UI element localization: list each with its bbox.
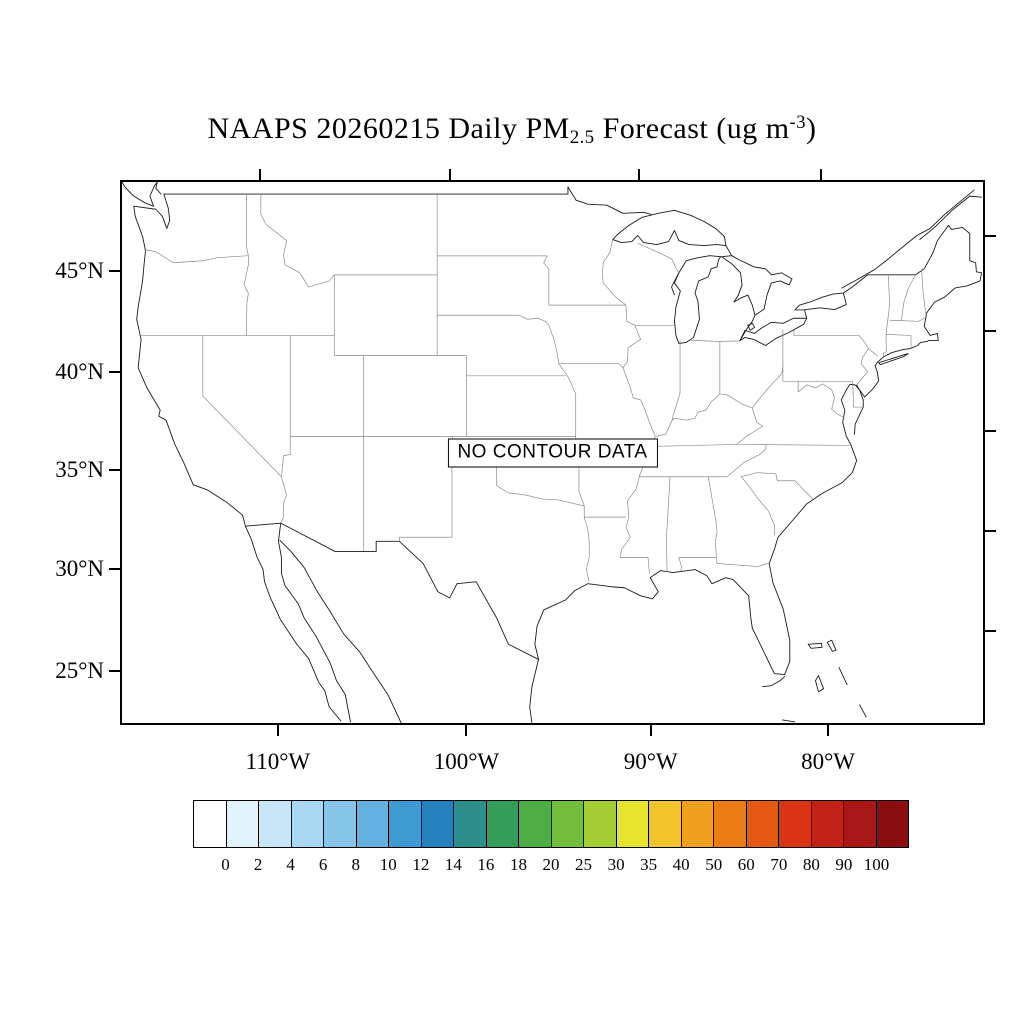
colorbar-cell bbox=[389, 801, 422, 847]
right-tick-mark bbox=[983, 329, 996, 332]
colorbar-tick-label: 20 bbox=[542, 855, 560, 874]
colorbar-tick-label: 80 bbox=[802, 855, 820, 874]
colorbar-cell bbox=[454, 801, 487, 847]
title-text: NAAPS 20260215 Daily PM bbox=[207, 112, 570, 146]
colorbar-cell bbox=[714, 801, 747, 847]
lat-tick-mark bbox=[109, 270, 122, 273]
coastline-and-borders bbox=[122, 182, 982, 723]
colorbar-cell bbox=[844, 801, 877, 847]
colorbar-cell bbox=[324, 801, 357, 847]
lat-tick-mark bbox=[109, 669, 122, 672]
colorbar-tick-label: 25 bbox=[575, 855, 593, 874]
colorbar-tick-label: 10 bbox=[379, 855, 397, 874]
lat-axis-label: 40°N bbox=[55, 359, 104, 385]
title-suffix: ) bbox=[806, 112, 817, 146]
colorbar-tick-label: 50 bbox=[705, 855, 723, 874]
colorbar-cell bbox=[811, 801, 844, 847]
colorbar-cell bbox=[584, 801, 617, 847]
great-lakes bbox=[613, 210, 847, 345]
lon-tick-mark bbox=[465, 723, 468, 736]
lon-axis-label: 100°W bbox=[433, 749, 500, 774]
lon-tick-mark bbox=[827, 723, 830, 736]
lat-tick-mark bbox=[109, 371, 122, 374]
colorbar-tick-label: 18 bbox=[509, 855, 527, 874]
right-tick-mark bbox=[983, 630, 996, 633]
top-tick-mark bbox=[258, 169, 261, 182]
colorbar-tick-label: 2 bbox=[253, 855, 263, 874]
lat-tick-mark bbox=[109, 568, 122, 571]
colorbar-cell bbox=[746, 801, 779, 847]
colorbar-tick-label: 100 bbox=[863, 855, 890, 874]
colorbar-cell bbox=[681, 801, 714, 847]
no-contour-data-box: NO CONTOUR DATA bbox=[447, 438, 658, 467]
colorbar-tick-label: 70 bbox=[770, 855, 788, 874]
colorbar-cell bbox=[779, 801, 812, 847]
lon-axis-label: 90°W bbox=[623, 749, 678, 774]
colorbar-tick-label: 16 bbox=[477, 855, 495, 874]
lat-axis-label: 25°N bbox=[55, 657, 104, 683]
top-tick-mark bbox=[820, 169, 823, 182]
title-superscript: -3 bbox=[789, 112, 807, 133]
colorbar-cell bbox=[194, 801, 227, 847]
colorbar-tick-label: 60 bbox=[737, 855, 755, 874]
top-tick-mark bbox=[449, 169, 452, 182]
colorbar-tick-label: 6 bbox=[318, 855, 328, 874]
colorbar-tick-label: 0 bbox=[221, 855, 230, 874]
colorbar-labels: 0 2 4 6 8 10 12 14 16 18 20 25 30 35 40 50 60 70 80 90 100 bbox=[193, 855, 909, 877]
colorbar-tick-label: 4 bbox=[286, 855, 295, 874]
colorbar-cell bbox=[486, 801, 519, 847]
map-frame: NO CONTOUR DATA 45°N 40°N 35°N 30°N 25°N 110°… bbox=[55, 169, 996, 774]
colorbar-cell bbox=[356, 801, 389, 847]
colorbar-tick-label: 90 bbox=[835, 855, 853, 874]
right-tick-mark bbox=[983, 529, 996, 532]
lat-tick-mark bbox=[109, 468, 122, 471]
lat-axis-label: 45°N bbox=[55, 258, 104, 284]
colorbar-cell bbox=[551, 801, 584, 847]
colorbar-tick-label: 35 bbox=[640, 855, 658, 874]
colorbar-cell bbox=[226, 801, 259, 847]
colorbar-cells bbox=[193, 800, 909, 848]
plot-title: NAAPS 20260215 Daily PM2.5 Forecast (ug … bbox=[0, 112, 1024, 149]
colorbar: 0 2 4 6 8 10 12 14 16 18 20 25 30 35 40 50 60 70 80 90 100 bbox=[193, 800, 909, 877]
colorbar-cell bbox=[259, 801, 292, 847]
colorbar-cell bbox=[519, 801, 552, 847]
colorbar-cell bbox=[616, 801, 649, 847]
title-middle: Forecast (ug m bbox=[594, 112, 790, 146]
lon-tick-mark bbox=[649, 723, 652, 736]
colorbar-tick-label: 8 bbox=[351, 855, 360, 874]
right-tick-mark bbox=[983, 429, 996, 432]
top-tick-mark bbox=[638, 169, 641, 182]
title-subscript: 2.5 bbox=[569, 126, 595, 148]
lat-axis-label: 35°N bbox=[55, 456, 104, 482]
lon-axis-label: 80°W bbox=[801, 749, 855, 774]
colorbar-tick-label: 12 bbox=[412, 855, 430, 874]
colorbar-cell bbox=[291, 801, 324, 847]
lon-tick-mark bbox=[276, 723, 279, 736]
lon-axis-label: 110°W bbox=[245, 749, 311, 774]
colorbar-cell bbox=[876, 801, 908, 847]
right-tick-mark bbox=[983, 235, 996, 238]
colorbar-tick-label: 30 bbox=[607, 855, 625, 874]
lat-axis-label: 30°N bbox=[55, 556, 104, 582]
colorbar-cell bbox=[649, 801, 682, 847]
state-boundaries bbox=[139, 194, 926, 582]
colorbar-tick-label: 14 bbox=[444, 855, 462, 874]
colorbar-cell bbox=[421, 801, 454, 847]
colorbar-tick-label: 40 bbox=[672, 855, 690, 874]
